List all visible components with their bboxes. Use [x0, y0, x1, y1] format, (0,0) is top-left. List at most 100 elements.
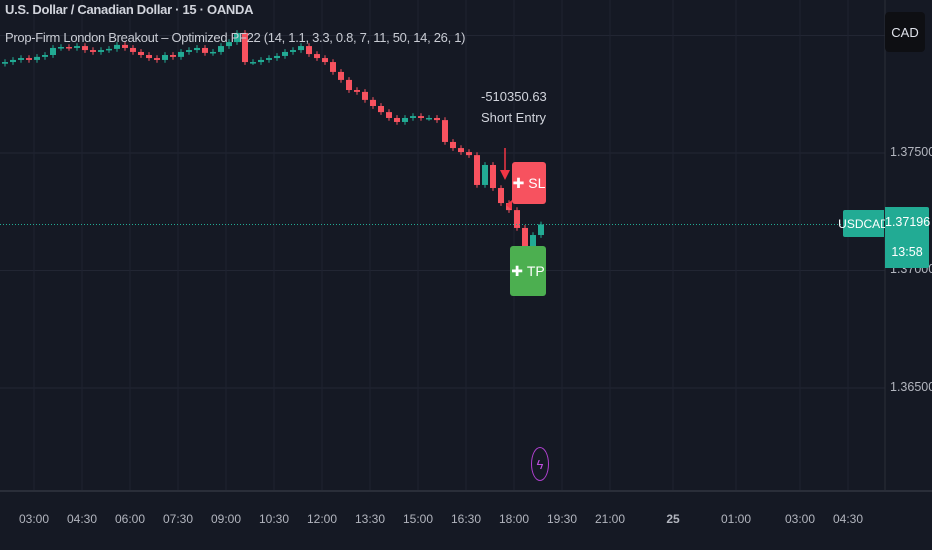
- candle-body: [466, 152, 472, 156]
- candle-body: [362, 91, 368, 100]
- candle-body: [154, 58, 160, 60]
- symbol-title[interactable]: U.S. Dollar / Canadian Dollar · 15 · OAN…: [5, 2, 254, 17]
- x-tick-label: 10:30: [258, 512, 290, 526]
- candle: [202, 45, 208, 56]
- x-tick-label: 04:30: [66, 512, 98, 526]
- lightning-icon[interactable]: ϟ: [531, 447, 549, 481]
- candle-body: [434, 117, 440, 121]
- candle-body: [522, 227, 528, 251]
- x-tick-label: 04:30: [832, 512, 864, 526]
- candle: [330, 59, 336, 75]
- candle: [258, 57, 264, 65]
- candle-body: [258, 59, 264, 63]
- candle-body: [50, 47, 56, 56]
- candle-body: [66, 47, 72, 49]
- tp-label: TP: [526, 263, 545, 279]
- candles: [2, 30, 544, 253]
- candle: [410, 113, 416, 121]
- candle-body: [530, 235, 536, 251]
- candle-body: [106, 48, 112, 51]
- candle: [226, 39, 232, 49]
- x-tick-label: 19:30: [546, 512, 578, 526]
- candle: [402, 115, 408, 125]
- candle: [74, 43, 80, 51]
- candle: [250, 59, 256, 65]
- candle: [90, 47, 96, 55]
- candle: [170, 52, 176, 60]
- x-tick-label: 03:00: [18, 512, 50, 526]
- candle: [274, 53, 280, 61]
- candle: [26, 55, 32, 63]
- x-tick-label: 21:00: [594, 512, 626, 526]
- candle: [498, 185, 504, 206]
- candle-body: [514, 210, 520, 228]
- candle-body: [82, 46, 88, 51]
- candle: [66, 44, 72, 51]
- candle-body: [74, 46, 80, 48]
- candle-body: [2, 62, 8, 64]
- candle-body: [138, 51, 144, 56]
- candle: [2, 59, 8, 67]
- candle-body: [266, 58, 272, 60]
- candle-body: [338, 71, 344, 80]
- candle: [298, 43, 304, 53]
- candle-body: [226, 42, 232, 47]
- candle-body: [202, 47, 208, 53]
- candle: [50, 45, 56, 58]
- candle: [362, 89, 368, 103]
- candle: [346, 77, 352, 93]
- candle-body: [186, 50, 192, 52]
- candle: [434, 115, 440, 123]
- candle: [490, 162, 496, 191]
- x-tick-label: 12:00: [306, 512, 338, 526]
- candle-body: [290, 50, 296, 52]
- x-tick-label: 13:30: [354, 512, 386, 526]
- candle-body: [58, 47, 64, 49]
- candle: [378, 103, 384, 115]
- x-tick-label: 06:00: [114, 512, 146, 526]
- candle: [114, 42, 120, 52]
- candle-body: [410, 116, 416, 118]
- candle-body: [370, 99, 376, 106]
- candle: [210, 49, 216, 56]
- candle-body: [18, 58, 24, 60]
- candle-body: [274, 55, 280, 59]
- candle-body: [34, 56, 40, 60]
- indicator-legend[interactable]: Prop-Firm London Breakout – Optimized PF…: [5, 30, 466, 45]
- candle: [322, 55, 328, 65]
- candle-body: [306, 46, 312, 55]
- candle-body: [146, 55, 152, 59]
- candle-body: [298, 46, 304, 51]
- candle-body: [178, 51, 184, 57]
- candle-body: [442, 120, 448, 142]
- candle: [458, 145, 464, 155]
- candle-body: [394, 117, 400, 122]
- short-entry-label: Short Entry: [481, 110, 547, 125]
- x-tick-label: 03:00: [784, 512, 816, 526]
- candle: [394, 115, 400, 125]
- candle: [106, 46, 112, 53]
- candle-body: [210, 51, 216, 54]
- candle: [386, 109, 392, 121]
- symbol-price-label: USDCAD: [838, 210, 889, 237]
- x-tick-label: 07:30: [162, 512, 194, 526]
- candle-body: [474, 155, 480, 185]
- candle: [450, 139, 456, 151]
- take-profit-tag[interactable]: ✚ TP: [510, 246, 546, 296]
- candle: [162, 52, 168, 63]
- candle-body: [346, 79, 352, 91]
- candle: [426, 115, 432, 121]
- stop-loss-tag[interactable]: ✚ SL: [512, 162, 546, 204]
- currency-button[interactable]: CAD: [885, 12, 925, 52]
- y-tick-label: 1.37500: [890, 145, 932, 159]
- candle: [514, 207, 520, 231]
- candle: [234, 30, 240, 45]
- candle-body: [426, 117, 432, 120]
- x-tick-label: 01:00: [720, 512, 752, 526]
- sl-label: SL: [528, 175, 546, 191]
- candle-body: [98, 50, 104, 52]
- candle-body: [490, 164, 496, 189]
- candle-body: [194, 47, 200, 51]
- candle: [178, 49, 184, 60]
